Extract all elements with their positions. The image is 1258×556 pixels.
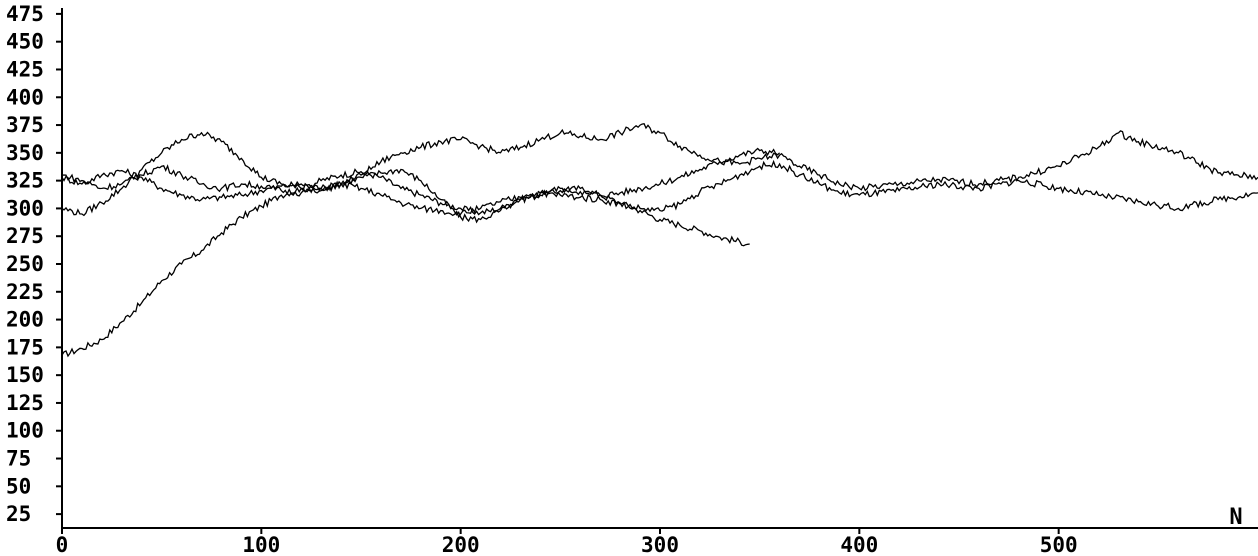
y-tick-label: 125 <box>6 391 44 415</box>
series-lines <box>61 122 1258 358</box>
x-axis: 0 100 200 300 400 500 <box>56 527 1258 556</box>
y-tick-label: 150 <box>6 363 44 387</box>
x-axis-label: N <box>1229 505 1242 530</box>
y-tick-label: 50 <box>6 474 31 498</box>
y-tick-label: 250 <box>6 252 44 276</box>
y-tick-label: 25 <box>6 502 31 526</box>
y-tick-label: 75 <box>6 447 31 471</box>
y-tick-label: 275 <box>6 224 44 248</box>
series-line-2 <box>61 147 781 224</box>
y-tick-label: 475 <box>6 2 44 26</box>
y-axis: 25 50 75 100 125 150 175 200 225 250 275 300 325 350 3… <box>6 2 63 528</box>
series-line-4 <box>61 159 1258 219</box>
y-tick-label: 225 <box>6 280 44 304</box>
y-tick-label: 375 <box>6 113 44 137</box>
x-tick-label: 0 <box>56 533 69 556</box>
x-tick-label: 200 <box>442 533 480 556</box>
y-tick-label: 300 <box>6 196 44 220</box>
series-line-3 <box>61 122 1258 217</box>
y-tick-label: 200 <box>6 308 44 332</box>
y-tick-label: 100 <box>6 419 44 443</box>
x-tick-label: 300 <box>641 533 679 556</box>
y-tick-label: 425 <box>6 57 44 81</box>
x-tick-label: 500 <box>1040 533 1078 556</box>
x-tick-label: 100 <box>242 533 280 556</box>
y-tick-label: 175 <box>6 335 44 359</box>
y-tick-label: 400 <box>6 85 44 109</box>
y-tick-label: 450 <box>6 30 44 54</box>
y-tick-label: 350 <box>6 141 44 165</box>
y-tick-label: 325 <box>6 169 44 193</box>
x-tick-label: 400 <box>840 533 878 556</box>
series-line-1 <box>61 168 750 358</box>
